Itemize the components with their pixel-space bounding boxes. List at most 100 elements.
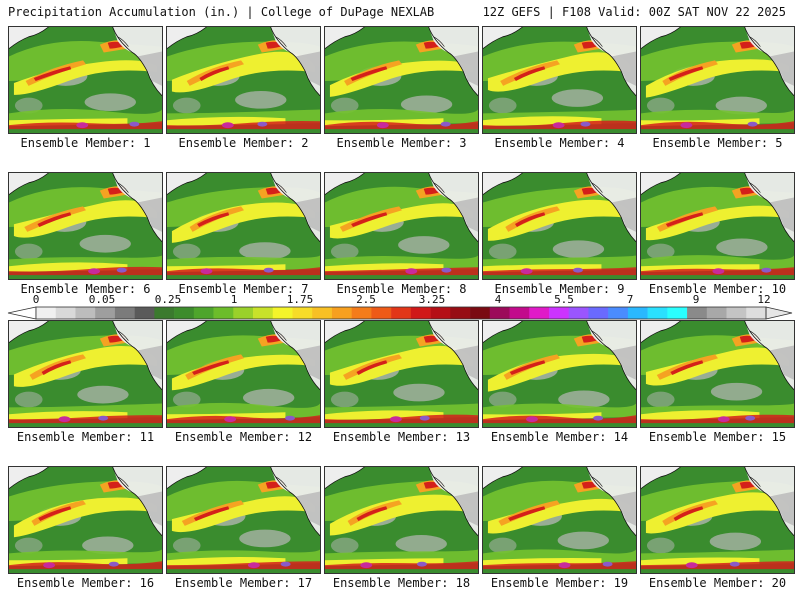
pacific-basin-map-icon	[641, 321, 794, 427]
member-label: Ensemble Member: 9	[494, 282, 625, 296]
member-label: Ensemble Member: 18	[332, 576, 471, 590]
ensemble-panel: Ensemble Member: 3	[324, 26, 479, 156]
member-label: Ensemble Member: 6	[20, 282, 151, 296]
pacific-basin-map-icon	[483, 467, 636, 573]
ensemble-panel: Ensemble Member: 18	[324, 466, 479, 596]
colorbar-swatch	[529, 307, 550, 319]
member-label: Ensemble Member: 19	[490, 576, 629, 590]
precip-map	[8, 466, 163, 574]
ensemble-panel: Ensemble Member: 17	[166, 466, 321, 596]
member-label: Ensemble Member: 10	[648, 282, 787, 296]
pacific-basin-map-icon	[9, 173, 162, 279]
colorbar-tick-label: 3.25	[418, 293, 446, 306]
colorbar-tick-label: 9	[692, 293, 700, 306]
precip-map	[166, 466, 321, 574]
colorbar-swatch	[371, 307, 392, 319]
ensemble-panel: Ensemble Member: 5	[640, 26, 795, 156]
ensemble-panel: Ensemble Member: 11	[8, 320, 163, 450]
pacific-basin-map-icon	[325, 321, 478, 427]
ensemble-panel: Ensemble Member: 20	[640, 466, 795, 596]
colorbar-tick-label: 0.25	[154, 293, 182, 306]
colorbar-swatch	[213, 307, 234, 319]
member-label: Ensemble Member: 15	[648, 430, 787, 444]
precip-map	[324, 466, 479, 574]
colorbar-swatch	[292, 307, 313, 319]
map-header: Precipitation Accumulation (in.) | Colle…	[0, 0, 800, 24]
colorbar-swatch	[706, 307, 727, 319]
member-label: Ensemble Member: 5	[652, 136, 783, 150]
colorbar-swatch	[746, 307, 767, 319]
colorbar-scale	[7, 306, 793, 320]
colorbar-swatch	[667, 307, 688, 319]
colorbar-swatch	[331, 307, 352, 319]
colorbar-swatch	[687, 307, 708, 319]
ensemble-panel: Ensemble Member: 9	[482, 172, 637, 302]
pacific-basin-map-icon	[641, 173, 794, 279]
colorbar-tick-label: 7	[626, 293, 634, 306]
ensemble-panel: Ensemble Member: 6	[8, 172, 163, 302]
map-title: Precipitation Accumulation (in.) | Colle…	[8, 5, 435, 19]
member-label: Ensemble Member: 3	[336, 136, 467, 150]
ensemble-panel: Ensemble Member: 13	[324, 320, 479, 450]
member-label: Ensemble Member: 11	[16, 430, 155, 444]
pacific-basin-map-icon	[641, 467, 794, 573]
ensemble-panel: Ensemble Member: 7	[166, 172, 321, 302]
ensemble-panel: Ensemble Member: 2	[166, 26, 321, 156]
colorbar-swatch	[410, 307, 431, 319]
pacific-basin-map-icon	[325, 467, 478, 573]
colorbar-swatch	[351, 307, 372, 319]
member-label: Ensemble Member: 17	[174, 576, 313, 590]
precip-map	[166, 320, 321, 428]
pacific-basin-map-icon	[9, 321, 162, 427]
ensemble-panel: Ensemble Member: 10	[640, 172, 795, 302]
ensemble-panel: Ensemble Member: 14	[482, 320, 637, 450]
precip-map	[482, 172, 637, 280]
member-label: Ensemble Member: 4	[494, 136, 625, 150]
precip-map	[166, 172, 321, 280]
colorbar-swatch	[509, 307, 530, 319]
pacific-basin-map-icon	[167, 467, 320, 573]
colorbar-min-arrow	[7, 306, 37, 320]
pacific-basin-map-icon	[325, 173, 478, 279]
colorbar-swatch	[154, 307, 175, 319]
colorbar-swatch	[272, 307, 293, 319]
precip-map	[640, 26, 795, 134]
colorbar-tick-label: 5.5	[554, 293, 574, 306]
colorbar-swatch	[470, 307, 491, 319]
colorbar-swatch	[134, 307, 155, 319]
pacific-basin-map-icon	[483, 27, 636, 133]
colorbar-tick-label: 0.05	[88, 293, 116, 306]
model-run-label: 12Z GEFS | F108 Valid: 00Z SAT NOV 22 20…	[482, 5, 786, 19]
colorbar-swatch	[568, 307, 589, 319]
member-label: Ensemble Member: 14	[490, 430, 629, 444]
precip-map	[640, 320, 795, 428]
member-label: Ensemble Member: 13	[332, 430, 471, 444]
member-label: Ensemble Member: 1	[20, 136, 151, 150]
colorbar-swatch	[174, 307, 195, 319]
member-label: Ensemble Member: 16	[16, 576, 155, 590]
ensemble-panel: Ensemble Member: 15	[640, 320, 795, 450]
pacific-basin-map-icon	[167, 321, 320, 427]
pacific-basin-map-icon	[167, 173, 320, 279]
precip-colorbar: 0 0.05 0.25 1 1.75 2.5 3.25 4 5.5 7 9 12	[0, 294, 800, 320]
colorbar-swatch	[430, 307, 451, 319]
colorbar-swatch	[114, 307, 135, 319]
colorbar-swatch	[253, 307, 274, 319]
precip-map	[640, 172, 795, 280]
ensemble-panel: Ensemble Member: 1	[8, 26, 163, 156]
colorbar-tick-label: 1.75	[286, 293, 314, 306]
pacific-basin-map-icon	[325, 27, 478, 133]
colorbar-swatch	[95, 307, 116, 319]
pacific-basin-map-icon	[9, 467, 162, 573]
colorbar-tick-label: 2.5	[356, 293, 376, 306]
colorbar-tick-label: 12	[757, 293, 771, 306]
colorbar-swatch	[647, 307, 668, 319]
member-label: Ensemble Member: 2	[178, 136, 309, 150]
precip-map	[324, 172, 479, 280]
colorbar-swatch	[726, 307, 747, 319]
pacific-basin-map-icon	[9, 27, 162, 133]
colorbar-swatch	[450, 307, 471, 319]
pacific-basin-map-icon	[483, 321, 636, 427]
precip-map	[482, 320, 637, 428]
colorbar-tick-labels: 0 0.05 0.25 1 1.75 2.5 3.25 4 5.5 7 9 12	[0, 294, 800, 306]
